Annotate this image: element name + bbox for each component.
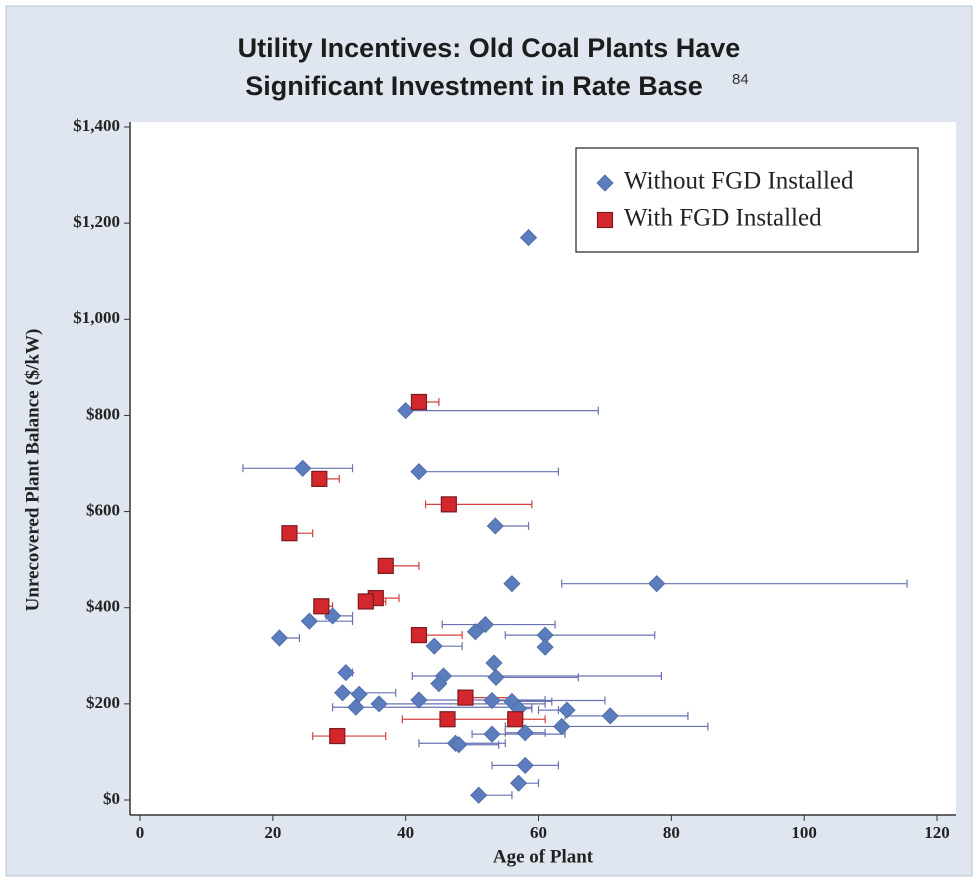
point	[457, 689, 474, 706]
x-tick-label: 20	[264, 823, 281, 842]
chart-title: Significant Investment in Rate Base	[245, 71, 703, 101]
y-tick-label: $600	[86, 500, 120, 519]
error-bar	[312, 732, 387, 741]
point	[281, 525, 298, 542]
point	[466, 623, 484, 641]
point	[516, 756, 534, 774]
point	[370, 695, 388, 713]
point	[483, 725, 501, 743]
legend-marker	[596, 211, 614, 229]
point	[294, 459, 312, 477]
point	[483, 691, 501, 710]
point	[410, 627, 428, 644]
point	[300, 612, 318, 630]
y-tick-label: $1,000	[73, 308, 120, 327]
point	[425, 637, 443, 655]
point	[439, 711, 456, 728]
error-bar	[504, 631, 656, 640]
y-tick-label: $1,400	[73, 116, 120, 135]
y-tick-label: $200	[86, 693, 120, 712]
point	[558, 701, 576, 719]
point	[487, 668, 505, 686]
point	[553, 717, 571, 736]
point	[377, 557, 394, 574]
error-bar	[332, 703, 533, 712]
point	[270, 629, 289, 647]
x-tick-label: 40	[397, 823, 414, 842]
x-tick-label: 100	[791, 823, 817, 842]
point	[337, 664, 355, 682]
point	[486, 517, 504, 535]
x-tick-label: 120	[924, 823, 950, 842]
point	[334, 684, 352, 702]
x-axis-label: Age of Plant	[493, 846, 594, 867]
point	[347, 698, 365, 716]
y-tick-label: $800	[86, 404, 120, 423]
point	[601, 707, 619, 725]
x-tick-label: 80	[663, 823, 680, 842]
point	[329, 727, 346, 745]
point	[507, 711, 524, 728]
x-tick-label: 0	[136, 823, 145, 842]
point	[536, 638, 554, 656]
point	[410, 393, 428, 411]
point	[410, 691, 428, 709]
point	[470, 786, 488, 804]
point	[450, 736, 468, 754]
y-axis-label: Unrecovered Plant Balance ($/kW)	[22, 329, 43, 612]
legend-marker	[596, 174, 614, 192]
point	[510, 774, 528, 792]
point	[516, 724, 534, 742]
error-bar	[441, 620, 556, 629]
chart-title: Utility Incentives: Old Coal Plants Have	[238, 33, 741, 63]
error-bar	[561, 579, 908, 588]
point	[440, 496, 457, 513]
point	[503, 575, 521, 593]
point	[311, 470, 328, 487]
title-note: 84	[732, 71, 749, 88]
legend-label: With FGD Installed	[624, 205, 822, 232]
point	[410, 463, 428, 481]
error-bar	[411, 671, 662, 680]
point	[313, 598, 330, 615]
point	[357, 593, 374, 610]
y-tick-label: $0	[103, 789, 120, 808]
x-tick-label: 60	[530, 823, 547, 842]
point	[519, 228, 538, 247]
legend	[575, 147, 919, 253]
legend-label: Without FGD Installed	[624, 168, 854, 195]
y-tick-label: $400	[86, 597, 120, 616]
point	[648, 575, 666, 593]
error-bar	[537, 706, 560, 715]
point	[430, 675, 448, 693]
point	[476, 615, 494, 634]
y-tick-label: $1,200	[73, 212, 120, 231]
